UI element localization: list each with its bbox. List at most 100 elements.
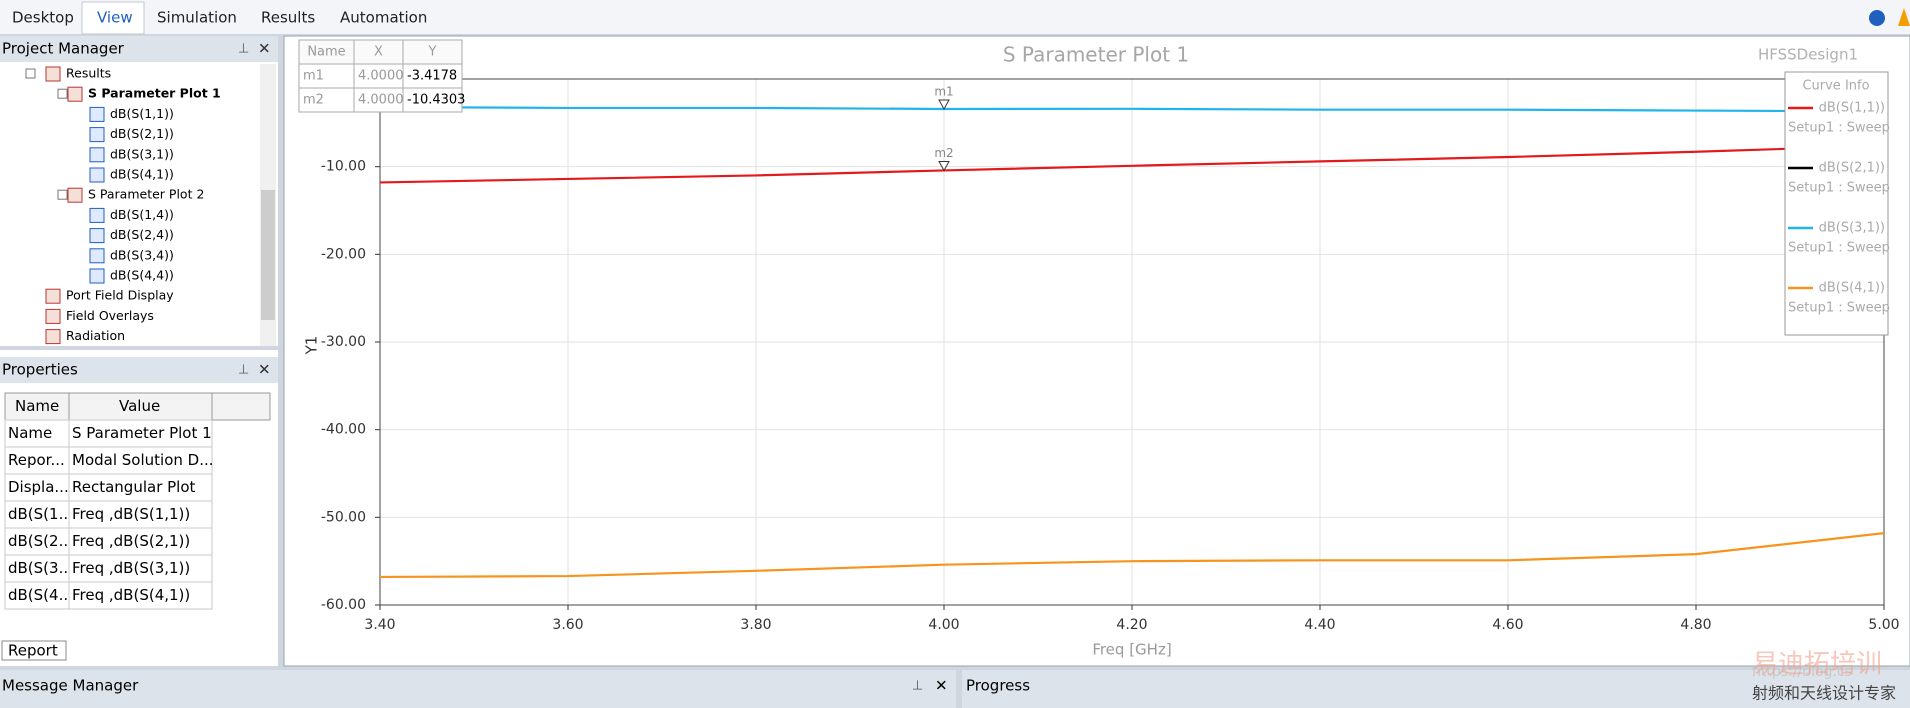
marker-table-header — [402, 39, 463, 65]
table-cell — [68, 581, 213, 610]
x-tick-label: 4.00 — [928, 617, 959, 633]
menu-tab[interactable]: Automation — [340, 9, 427, 27]
scroll-thumb[interactable] — [261, 190, 275, 320]
tree-item[interactable]: S Parameter Plot 1 — [88, 86, 221, 101]
close-icon[interactable]: ✕ — [935, 677, 948, 695]
cell-text: Modal Solution D... — [72, 451, 214, 469]
tree-item[interactable]: Results — [66, 66, 111, 81]
y-tick-label: -40.00 — [321, 422, 366, 438]
marker-table-text: -10.4303 — [407, 93, 465, 108]
help-icon[interactable] — [1869, 10, 1885, 26]
menu-bar — [0, 0, 1910, 34]
expander[interactable] — [57, 88, 68, 99]
panel-header — [0, 357, 278, 383]
series-line — [379, 105, 1885, 113]
pin-icon[interactable]: ⊥ — [238, 42, 249, 57]
legend-solution: Setup1 : Sweep — [1788, 121, 1890, 136]
expander[interactable] — [57, 189, 68, 200]
cell-text: S Parameter Plot 1 — [72, 424, 212, 442]
y-tick-label: -20.00 — [321, 246, 366, 262]
pin-icon[interactable]: ⊥ — [912, 679, 923, 694]
tab-selected[interactable] — [81, 1, 145, 35]
tree-item[interactable]: dB(S(2,4)) — [110, 227, 174, 242]
x-axis-label: Freq [GHz] — [1092, 641, 1171, 659]
watermark-brand: 易迪拓培训 — [1752, 650, 1882, 680]
tree-item[interactable]: S Parameter Plot 2 — [88, 187, 204, 202]
tree-icon — [89, 167, 105, 183]
table-cell — [68, 527, 213, 556]
y-tick-label: -30.00 — [321, 334, 366, 350]
marker-label: m1 — [934, 84, 953, 98]
plot-frame — [379, 78, 1885, 606]
warning-icon[interactable] — [1898, 8, 1910, 26]
tree-icon — [45, 288, 61, 304]
plot-panel — [283, 35, 1910, 667]
tree-item[interactable]: Field Overlays — [66, 308, 154, 323]
marker-table-cell — [298, 87, 355, 113]
tree-icon — [89, 268, 105, 284]
table-cell — [4, 419, 70, 448]
tree-icon — [67, 187, 83, 203]
expander[interactable] — [25, 68, 36, 79]
menu-tab[interactable]: View — [97, 9, 133, 27]
cell-text: dB(S(4... — [8, 586, 73, 604]
header-text: Value — [119, 397, 160, 415]
tree-icon — [89, 127, 105, 143]
table-cell — [4, 581, 70, 610]
cell-text: Freq ,dB(S(1,1)) — [72, 505, 190, 523]
tree-item[interactable]: dB(S(2,1)) — [110, 126, 174, 141]
pin-icon[interactable]: ⊥ — [238, 363, 249, 378]
table-cell — [68, 446, 213, 475]
tree-item[interactable]: dB(S(3,4)) — [110, 247, 174, 262]
marker-table-text: m2 — [303, 93, 324, 108]
legend-entry[interactable]: dB(S(3,1)) — [1819, 221, 1885, 236]
cell-text: dB(S(1... — [8, 505, 73, 523]
menu-tab[interactable]: Desktop — [12, 9, 74, 27]
x-tick-label: 3.80 — [740, 617, 771, 633]
header-cell — [211, 392, 271, 421]
tree-icon — [89, 147, 105, 163]
tree-item[interactable]: Radiation — [66, 328, 125, 343]
report-tab[interactable] — [1, 640, 67, 661]
cell-text: dB(S(2... — [8, 532, 73, 550]
cell-text: Freq ,dB(S(2,1)) — [72, 532, 190, 550]
x-tick-label: 3.60 — [552, 617, 583, 633]
tree-item[interactable]: dB(S(1,1)) — [110, 106, 174, 121]
x-tick-label: 4.20 — [1116, 617, 1147, 633]
panel-header — [0, 36, 278, 62]
tree-item[interactable]: dB(S(4,4)) — [110, 268, 174, 283]
marker — [938, 99, 950, 110]
cell-text: dB(S(3... — [8, 559, 73, 577]
legend-entry[interactable]: dB(S(4,1)) — [1819, 281, 1885, 296]
tree-icon — [45, 308, 61, 324]
watermark-url: https://blog.cs — [1752, 664, 1852, 680]
table-cell — [68, 500, 213, 529]
legend-solution: Setup1 : Sweep — [1788, 241, 1890, 256]
progress-panel — [962, 670, 1910, 708]
marker — [938, 160, 950, 172]
tree-icon — [67, 86, 83, 102]
panel-title: Message Manager — [2, 677, 139, 695]
tree-item[interactable]: dB(S(4,1)) — [110, 167, 174, 182]
legend-entry[interactable]: dB(S(2,1)) — [1819, 161, 1885, 176]
tree-item[interactable]: Port Field Display — [66, 288, 174, 303]
close-icon[interactable]: ✕ — [258, 40, 271, 58]
cell-text: Freq ,dB(S(4,1)) — [72, 586, 190, 604]
series-line — [379, 532, 1885, 579]
x-tick-label: 4.60 — [1492, 617, 1523, 633]
tree-item[interactable]: dB(S(3,1)) — [110, 146, 174, 161]
menu-tab[interactable]: Results — [261, 9, 315, 27]
marker-table-header-text: X — [374, 45, 383, 60]
menu-tab[interactable]: Simulation — [157, 9, 237, 27]
header-text: Name — [15, 397, 59, 415]
close-icon[interactable]: ✕ — [258, 361, 271, 379]
tree-item[interactable]: dB(S(1,4)) — [110, 207, 174, 222]
plot-title: S Parameter Plot 1 — [1003, 43, 1189, 67]
tab-label[interactable]: Report — [8, 642, 58, 660]
tree-icon — [45, 329, 61, 345]
legend-entry[interactable]: dB(S(1,1)) — [1819, 101, 1885, 116]
marker-table-text: 4.0000 — [358, 69, 404, 84]
cell-text: Displa... — [8, 478, 69, 496]
